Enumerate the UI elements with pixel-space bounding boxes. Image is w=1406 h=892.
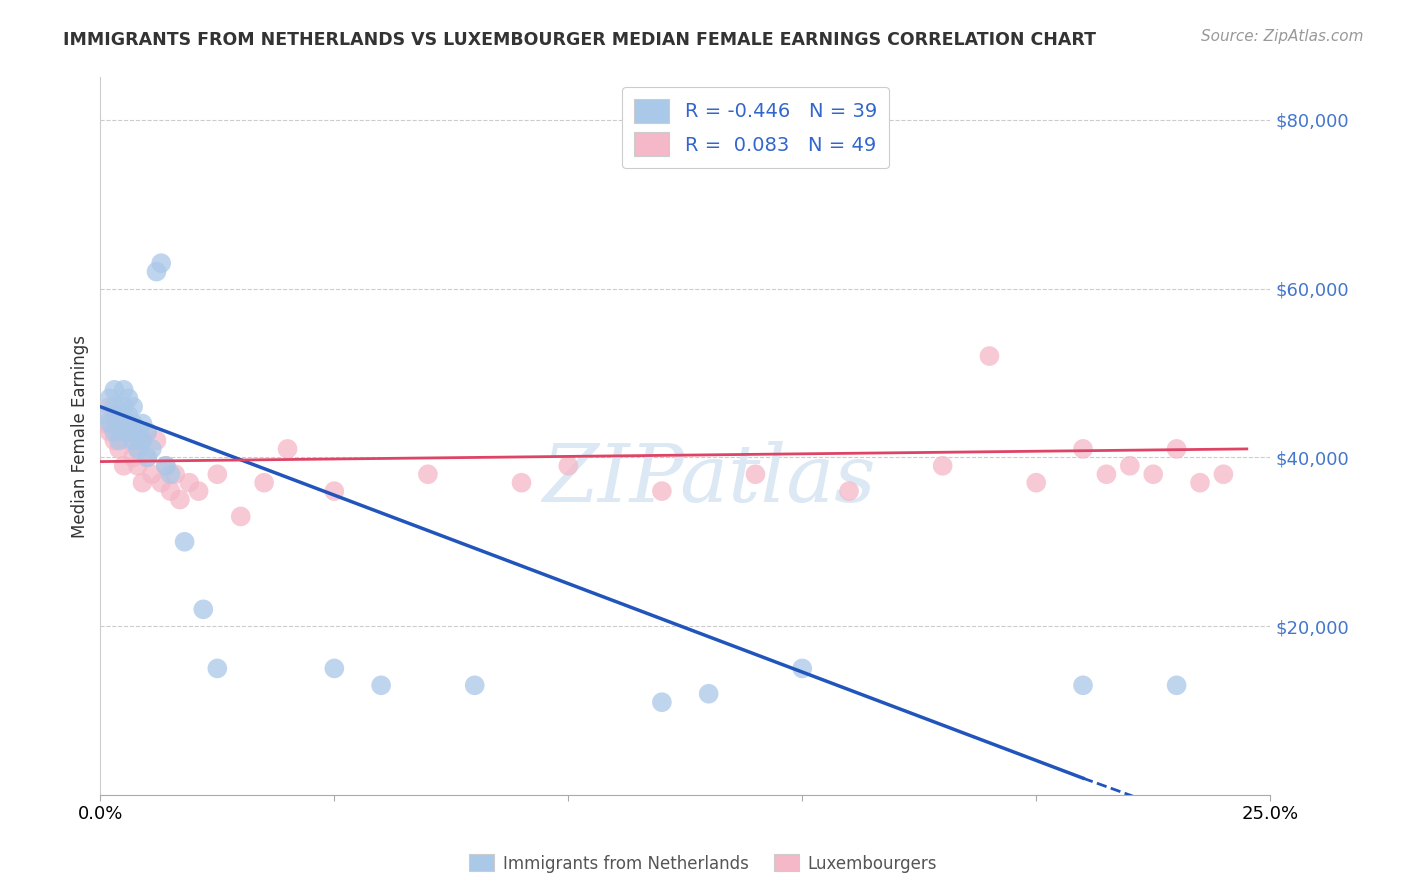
Text: Source: ZipAtlas.com: Source: ZipAtlas.com xyxy=(1201,29,1364,44)
Point xyxy=(1025,475,1047,490)
Point xyxy=(108,417,131,431)
Point xyxy=(122,450,145,465)
Point xyxy=(136,425,159,439)
Point xyxy=(169,492,191,507)
Point xyxy=(112,400,135,414)
Point xyxy=(117,425,139,439)
Point xyxy=(1071,442,1094,456)
Point xyxy=(117,417,139,431)
Point xyxy=(94,417,117,431)
Point xyxy=(187,484,209,499)
Point xyxy=(112,458,135,473)
Point xyxy=(1212,467,1234,482)
Point xyxy=(1095,467,1118,482)
Point xyxy=(127,442,149,456)
Point xyxy=(112,425,135,439)
Point xyxy=(108,442,131,456)
Point xyxy=(98,400,121,414)
Point xyxy=(792,661,814,675)
Point xyxy=(94,408,117,422)
Point xyxy=(103,434,125,448)
Point xyxy=(838,484,860,499)
Point xyxy=(229,509,252,524)
Point xyxy=(98,425,121,439)
Point xyxy=(1188,475,1211,490)
Point xyxy=(323,661,346,675)
Point xyxy=(141,442,163,456)
Point xyxy=(651,484,673,499)
Point xyxy=(1166,442,1188,456)
Point xyxy=(416,467,439,482)
Point xyxy=(155,458,177,473)
Point xyxy=(145,434,167,448)
Point xyxy=(253,475,276,490)
Point xyxy=(931,458,953,473)
Point xyxy=(131,434,153,448)
Text: ZIPatlas: ZIPatlas xyxy=(541,441,876,518)
Point xyxy=(117,391,139,405)
Point xyxy=(136,450,159,465)
Point xyxy=(173,534,195,549)
Point xyxy=(464,678,486,692)
Y-axis label: Median Female Earnings: Median Female Earnings xyxy=(72,334,89,538)
Point xyxy=(103,408,125,422)
Point xyxy=(122,400,145,414)
Point xyxy=(136,450,159,465)
Point xyxy=(651,695,673,709)
Point xyxy=(159,484,181,499)
Point xyxy=(150,475,173,490)
Point xyxy=(155,458,177,473)
Point xyxy=(141,467,163,482)
Point xyxy=(131,434,153,448)
Point xyxy=(136,425,159,439)
Point xyxy=(103,425,125,439)
Point xyxy=(323,484,346,499)
Point xyxy=(277,442,299,456)
Point xyxy=(103,383,125,397)
Point xyxy=(1119,458,1142,473)
Point xyxy=(145,265,167,279)
Point xyxy=(165,467,187,482)
Point xyxy=(207,467,229,482)
Point xyxy=(370,678,392,692)
Point xyxy=(98,417,121,431)
Point xyxy=(744,467,766,482)
Point xyxy=(150,256,173,270)
Legend: Immigrants from Netherlands, Luxembourgers: Immigrants from Netherlands, Luxembourge… xyxy=(463,847,943,880)
Point xyxy=(112,417,135,431)
Point xyxy=(108,408,131,422)
Point xyxy=(122,417,145,431)
Point xyxy=(1166,678,1188,692)
Point xyxy=(112,383,135,397)
Point xyxy=(98,391,121,405)
Point xyxy=(557,458,579,473)
Point xyxy=(131,417,153,431)
Point xyxy=(1142,467,1164,482)
Text: IMMIGRANTS FROM NETHERLANDS VS LUXEMBOURGER MEDIAN FEMALE EARNINGS CORRELATION C: IMMIGRANTS FROM NETHERLANDS VS LUXEMBOUR… xyxy=(63,31,1097,49)
Point xyxy=(1071,678,1094,692)
Point xyxy=(979,349,1001,363)
Point xyxy=(127,442,149,456)
Point xyxy=(117,434,139,448)
Point xyxy=(127,425,149,439)
Point xyxy=(697,687,720,701)
Point xyxy=(122,434,145,448)
Point xyxy=(179,475,201,490)
Point xyxy=(117,408,139,422)
Point xyxy=(103,400,125,414)
Point xyxy=(193,602,215,616)
Point xyxy=(207,661,229,675)
Point xyxy=(159,467,181,482)
Point xyxy=(108,434,131,448)
Point xyxy=(127,458,149,473)
Point xyxy=(510,475,533,490)
Point xyxy=(122,425,145,439)
Point xyxy=(131,475,153,490)
Legend: R = -0.446   N = 39, R =  0.083   N = 49: R = -0.446 N = 39, R = 0.083 N = 49 xyxy=(623,87,889,168)
